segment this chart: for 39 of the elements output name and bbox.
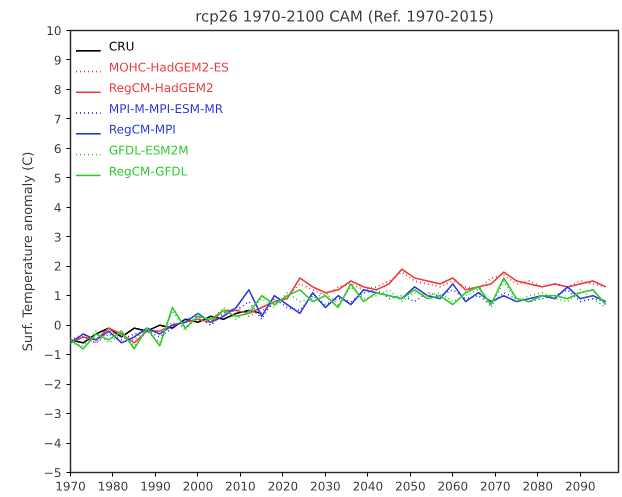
y-tick-label: 6 xyxy=(54,142,62,156)
x-tick-label: 1990 xyxy=(140,480,171,494)
y-tick-label: 0 xyxy=(54,318,62,333)
y-tick-label: 1 xyxy=(54,289,62,304)
legend-label: CRU xyxy=(108,40,134,54)
y-tick-label: 10 xyxy=(46,24,62,38)
y-tick-label: 9 xyxy=(54,53,62,68)
x-tick-label: 2020 xyxy=(268,480,298,494)
x-tick-label: 2090 xyxy=(565,480,596,494)
x-tick-label: 2080 xyxy=(522,480,554,494)
x-tick-label: 2060 xyxy=(438,480,468,494)
y-tick-label: 4 xyxy=(54,200,62,215)
x-tick-label: 2040 xyxy=(352,480,384,494)
x-tick-label: 1980 xyxy=(98,480,128,494)
y-tick-label: 2 xyxy=(54,260,62,274)
x-tick-label: 2010 xyxy=(225,480,256,494)
y-tick-label: 5 xyxy=(54,171,62,186)
x-tick-label: 2030 xyxy=(310,480,341,494)
y-axis-title: Surf. Temperature anomaly (C) xyxy=(20,152,36,352)
chart-title: rcp26 1970-2100 CAM (Ref. 1970-2015) xyxy=(195,8,494,26)
y-tick-label: −3 xyxy=(44,407,62,422)
line-series xyxy=(70,310,262,344)
legend-label: MPI-M-MPI-ESM-MR xyxy=(108,102,224,116)
y-tick-label: 3 xyxy=(54,230,62,244)
legend-label: RegCM-HadGEM2 xyxy=(108,81,214,96)
y-tick-label: 8 xyxy=(54,82,62,97)
legend-label: GFDL-ESM2M xyxy=(108,143,189,158)
x-tick-label: 2070 xyxy=(480,480,511,494)
y-tick-label: −4 xyxy=(44,436,62,451)
legend-label: MOHC-HadGEM2-ES xyxy=(108,60,229,74)
y-tick-label: −2 xyxy=(44,378,62,392)
x-tick-label: 1970 xyxy=(55,480,86,494)
legend-label: RegCM-MPI xyxy=(108,122,176,137)
y-tick-label: −1 xyxy=(44,348,62,362)
y-tick-label: −5 xyxy=(44,466,62,480)
x-tick-label: 2050 xyxy=(395,480,426,494)
legend-label: RegCM-GFDL xyxy=(108,164,188,178)
y-tick-label: 7 xyxy=(54,112,62,126)
x-tick-label: 2000 xyxy=(182,480,214,494)
